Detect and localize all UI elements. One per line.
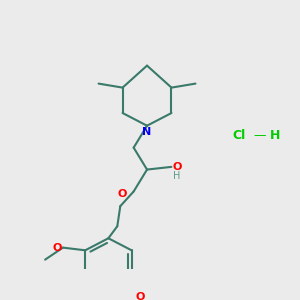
Text: O: O — [136, 292, 145, 300]
Text: N: N — [142, 127, 152, 137]
Text: H: H — [270, 129, 280, 142]
Text: O: O — [173, 162, 182, 172]
Text: Cl: Cl — [232, 129, 246, 142]
Text: —: — — [254, 129, 266, 142]
Text: O: O — [117, 190, 127, 200]
Text: H: H — [173, 171, 180, 181]
Text: O: O — [52, 243, 62, 253]
